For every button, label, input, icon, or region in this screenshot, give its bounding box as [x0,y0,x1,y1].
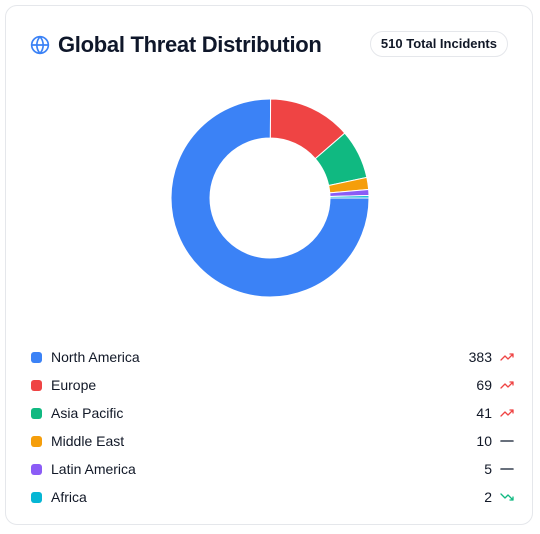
legend-label: Europe [51,377,97,393]
north-america-swatch [31,351,42,363]
africa-swatch [31,491,42,503]
threat-donut-chart [170,98,370,298]
legend-row-north-america: North America 383 [30,343,514,371]
trend-up-icon [500,409,514,417]
legend-value: 69 [476,377,492,393]
card-title: Global Threat Distribution [58,32,322,57]
card-header: Global Threat Distribution 510 Total Inc… [30,30,508,60]
legend-label: North America [51,349,140,365]
donut-slice-africa[interactable] [329,195,370,199]
legend-value: 10 [476,433,492,449]
legend-row-latin-america: Latin America 5 [30,455,514,483]
europe-swatch [31,379,42,391]
donut-slice-north-america[interactable] [170,98,370,298]
latin-america-swatch [31,463,42,475]
trend-flat-icon [500,440,514,442]
legend-value: 383 [468,349,492,365]
legend-value: 5 [484,461,492,477]
legend-value: 41 [476,405,492,421]
legend-label: Middle East [51,433,125,449]
middle-east-swatch [31,435,42,447]
legend-row-europe: Europe 69 [30,371,514,399]
threat-legend: North America 383 Europe 69 Asia Pacific… [30,343,514,511]
legend-label: Asia Pacific [51,405,124,421]
trend-down-icon [500,493,514,501]
trend-flat-icon [500,468,514,470]
asia-pacific-swatch [31,407,42,419]
threat-distribution-card: Global Threat Distribution 510 Total Inc… [5,5,533,525]
trend-up-icon [500,381,514,389]
total-incidents-badge: 510 Total Incidents [369,31,508,57]
legend-label: Africa [51,489,87,505]
legend-row-africa: Africa 2 [30,483,514,511]
legend-row-middle-east: Middle East 10 [30,427,514,455]
legend-value: 2 [484,489,492,505]
trend-up-icon [500,353,514,361]
legend-row-asia-pacific: Asia Pacific 41 [30,399,514,427]
legend-label: Latin America [51,461,136,477]
globe-icon [30,35,50,55]
